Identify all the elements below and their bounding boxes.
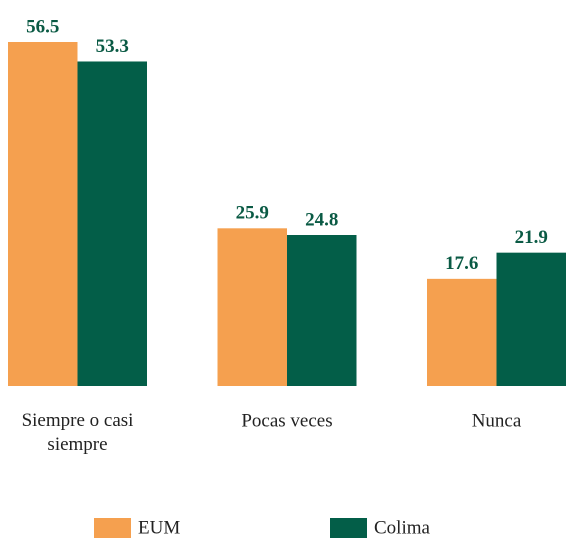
value-label: 53.3: [96, 36, 129, 57]
x-tick-label: Nunca: [472, 410, 522, 431]
bar: [287, 235, 357, 386]
legend-label: EUM: [138, 517, 180, 538]
x-tick-label: Siempre o casi siempre: [22, 410, 134, 455]
bar: [8, 42, 78, 386]
bar: [427, 278, 497, 386]
bar: [496, 252, 566, 386]
bar: [77, 61, 147, 386]
legend-label: Colima: [374, 517, 431, 538]
value-label: 24.8: [305, 209, 338, 230]
legend-swatch: [330, 518, 367, 538]
value-label: 25.9: [236, 203, 269, 224]
bar: [217, 228, 287, 386]
value-label: 17.6: [445, 253, 478, 274]
legend-swatch: [94, 518, 131, 538]
value-label: 56.5: [26, 16, 59, 37]
value-label: 21.9: [515, 227, 548, 248]
x-tick-label: Pocas veces: [241, 410, 332, 431]
